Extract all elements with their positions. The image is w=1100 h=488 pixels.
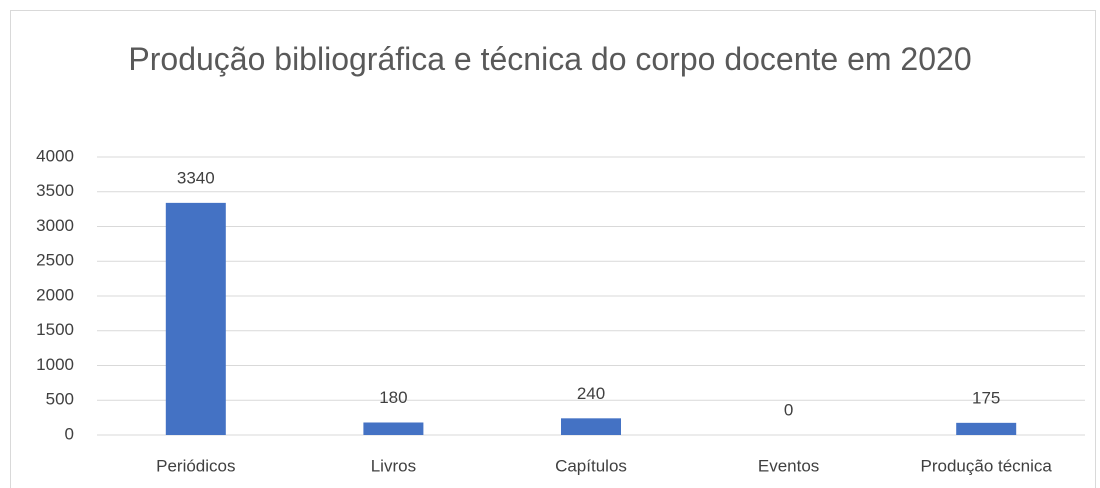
chart-border (10, 10, 1096, 488)
x-tick-label: Eventos (758, 456, 819, 475)
y-tick-label: 2500 (36, 251, 74, 270)
y-tick-label: 500 (46, 390, 74, 409)
value-label: 3340 (177, 168, 215, 187)
y-tick-label: 2000 (36, 285, 74, 304)
x-tick-label: Produção técnica (921, 456, 1053, 475)
value-label: 0 (784, 400, 793, 419)
value-label: 175 (972, 388, 1000, 407)
y-tick-label: 3000 (36, 216, 74, 235)
bar (165, 202, 226, 435)
value-label: 180 (379, 388, 407, 407)
bar (561, 418, 621, 435)
x-tick-label: Periódicos (156, 456, 235, 475)
y-tick-label: 1000 (36, 355, 74, 374)
bar (363, 422, 424, 435)
value-label: 240 (577, 384, 605, 403)
y-tick-label: 0 (65, 424, 74, 443)
chart-title: Produção bibliográfica e técnica do corp… (128, 41, 972, 77)
x-tick-label: Capítulos (555, 456, 627, 475)
y-tick-label: 3500 (36, 181, 74, 200)
y-tick-label: 1500 (36, 320, 74, 339)
x-tick-label: Livros (371, 456, 416, 475)
bar (956, 422, 1017, 435)
y-tick-label: 4000 (36, 146, 74, 165)
